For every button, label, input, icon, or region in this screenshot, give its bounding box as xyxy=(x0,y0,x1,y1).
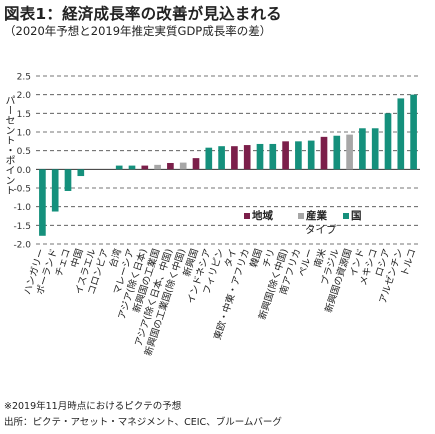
bar xyxy=(141,165,149,170)
bar xyxy=(397,98,405,170)
bar xyxy=(167,162,174,170)
legend-swatch-region xyxy=(244,213,250,219)
legend-swatch-industry xyxy=(298,213,304,219)
legend-swatch-country xyxy=(343,213,349,219)
bar xyxy=(115,165,123,170)
bar xyxy=(333,135,341,170)
bar xyxy=(205,147,213,170)
bar xyxy=(371,128,379,170)
bar xyxy=(256,143,264,170)
y-tick-label: 2.5 xyxy=(17,73,31,83)
x-tick-label: 南米 xyxy=(312,247,329,269)
bar xyxy=(384,113,392,170)
legend-group-label: タイプ xyxy=(305,224,337,236)
bar xyxy=(243,145,251,170)
gridlines xyxy=(36,75,420,245)
x-tick-labels: ハンガリーポーランドチェコ中国イスラエルコロンビア台湾マレーシアアジア(除く日本… xyxy=(22,247,418,358)
bar xyxy=(128,165,136,170)
y-tick-label: 1.5 xyxy=(17,110,31,120)
chart-subtitle: （2020年予想と2019年推定実質GDP成長率の差） xyxy=(4,24,272,38)
bar-chart: -2.0 -1.5 -1.0 -0.5 0.0 0.5 1.0 1.5 2.0 2.5 ハンガリー… xyxy=(13,73,420,358)
y-tick-label: 0.5 xyxy=(17,147,31,157)
bars xyxy=(39,94,417,236)
bar xyxy=(282,141,289,170)
bar xyxy=(307,140,315,170)
x-tick-label: 中国 xyxy=(68,247,85,269)
y-tick-label: 0.0 xyxy=(17,166,32,176)
y-axis-label: パーセント・ポイント xyxy=(3,95,14,195)
y-tick-label: -0.5 xyxy=(13,185,31,195)
chart-title: 図表1：経済成長率の改善が見込まれる xyxy=(4,5,282,23)
bar xyxy=(64,169,72,191)
bar xyxy=(295,141,302,170)
legend-label-country: 国 xyxy=(351,210,362,222)
bar xyxy=(192,158,200,170)
bar xyxy=(51,169,59,212)
y-tick-labels: -2.0 -1.5 -1.0 -0.5 0.0 0.5 1.0 1.5 2.0 2.5 xyxy=(13,73,31,251)
bar xyxy=(179,162,187,170)
bar xyxy=(359,128,366,170)
footnote: ※2019年11月時点におけるピクテの予想 xyxy=(4,401,182,412)
y-tick-label: 1.0 xyxy=(17,129,32,139)
bar xyxy=(410,94,417,170)
bar xyxy=(231,146,238,170)
bar xyxy=(320,136,328,170)
bar xyxy=(77,169,85,177)
y-tick-label: -1.5 xyxy=(13,222,31,232)
bar xyxy=(218,146,225,170)
x-tick-label: 台湾 xyxy=(107,247,124,269)
y-tick-label: -2.0 xyxy=(13,241,31,251)
y-tick-label: 2.0 xyxy=(17,91,32,101)
legend-label-region: 地域 xyxy=(252,210,273,222)
source-note: 出所：ピクテ・アセット・マネジメント、CEIC、ブルームバーグ xyxy=(4,417,282,428)
bar xyxy=(39,169,46,236)
legend-label-industry: 産業 xyxy=(306,210,327,222)
y-tick-label: -1.0 xyxy=(13,203,31,213)
bar xyxy=(269,143,277,170)
bar xyxy=(346,134,353,170)
bar xyxy=(154,164,161,170)
